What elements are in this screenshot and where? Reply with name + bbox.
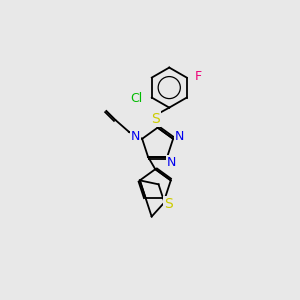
Text: Cl: Cl bbox=[130, 92, 142, 105]
Text: N: N bbox=[175, 130, 184, 143]
Text: F: F bbox=[195, 70, 203, 83]
Text: N: N bbox=[131, 130, 140, 143]
Text: S: S bbox=[151, 112, 160, 126]
Text: S: S bbox=[164, 197, 173, 211]
Text: N: N bbox=[167, 156, 176, 169]
